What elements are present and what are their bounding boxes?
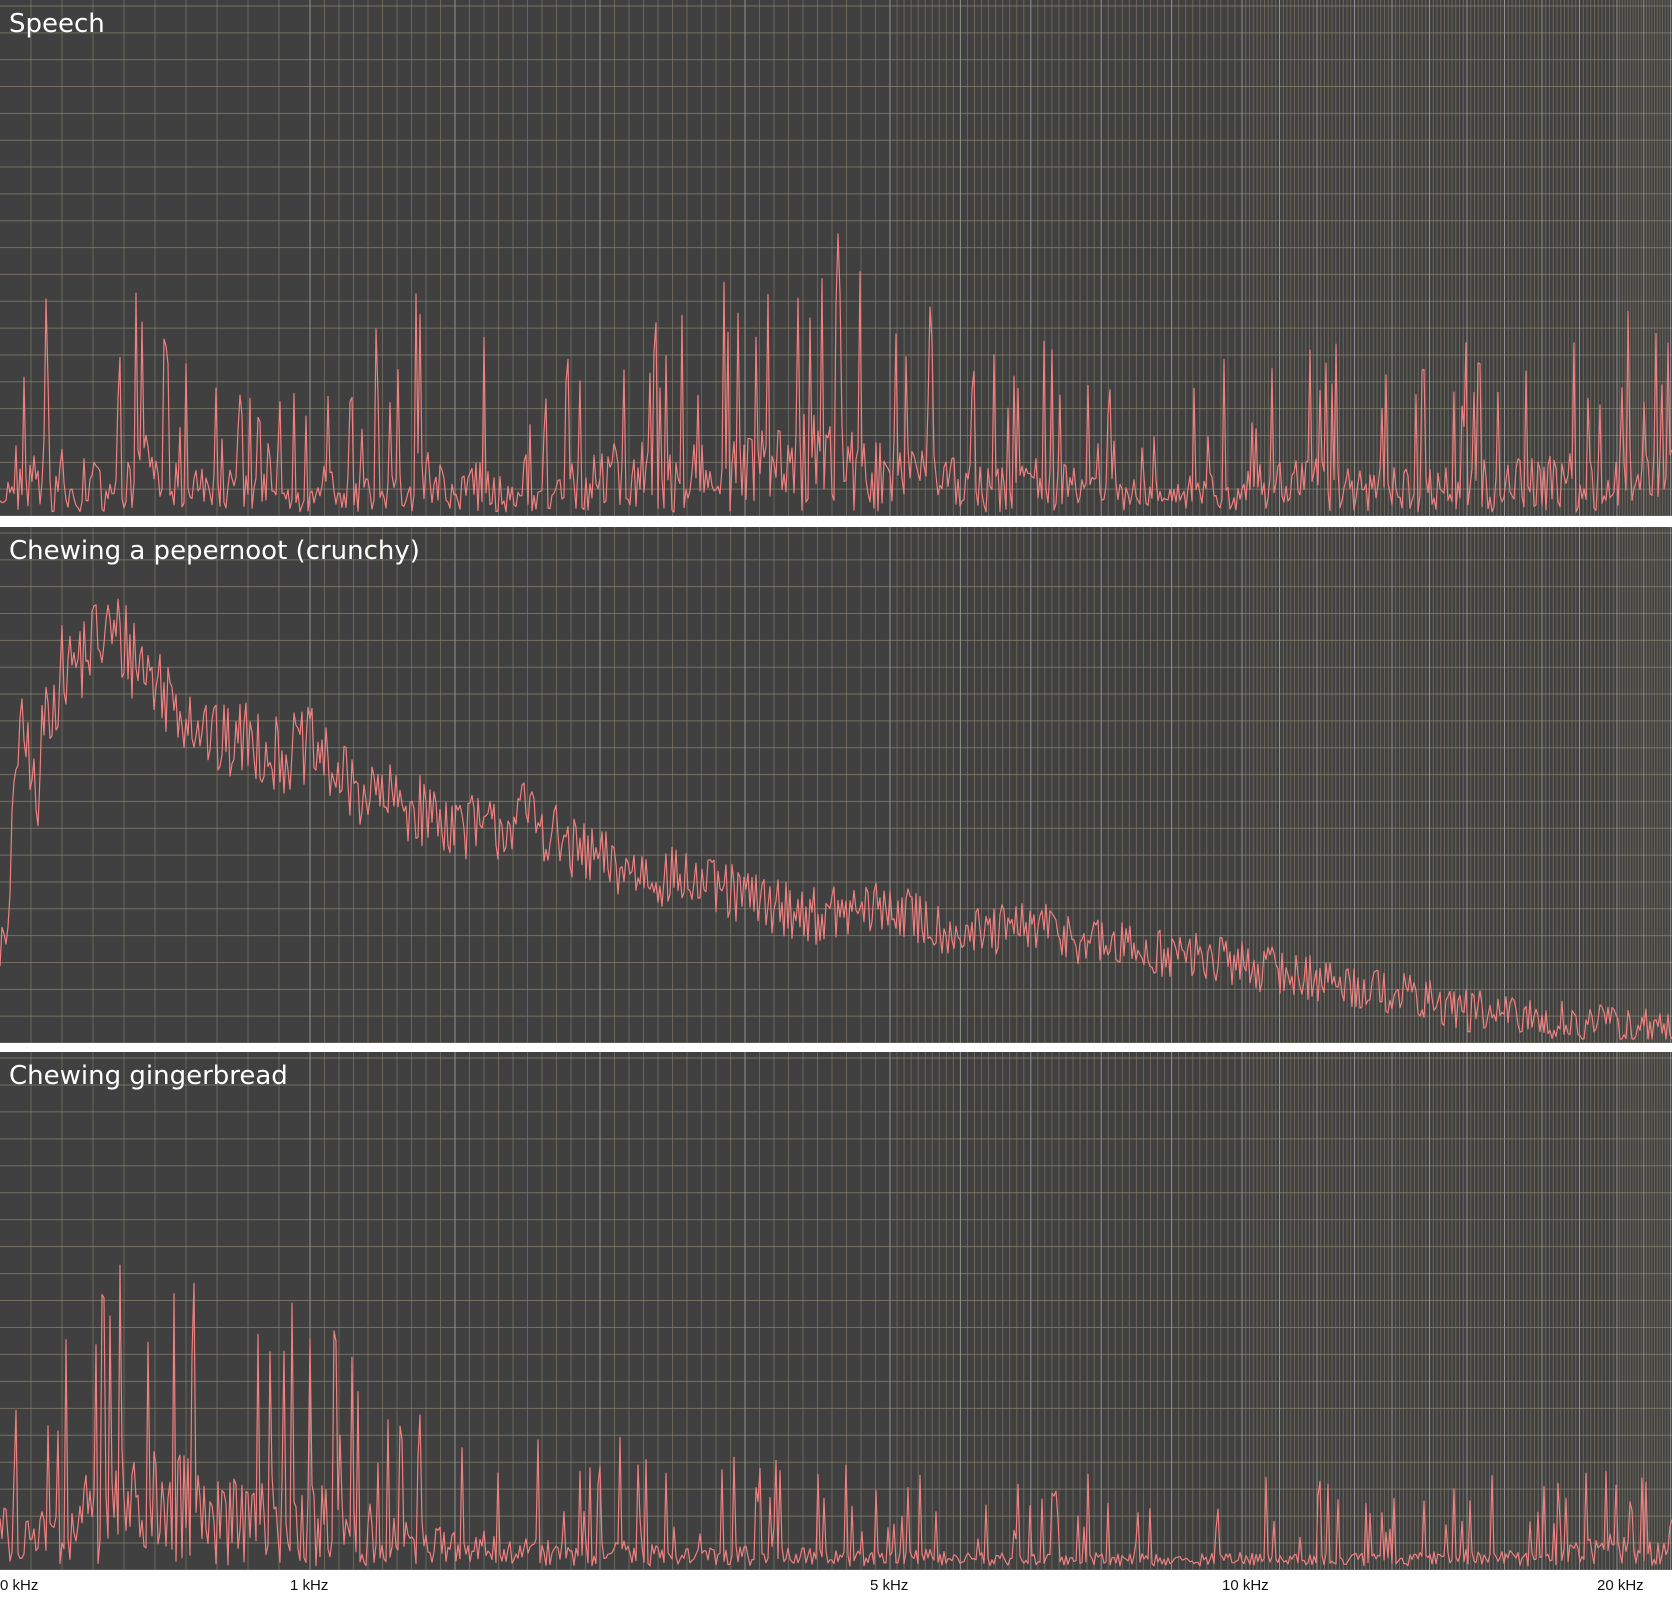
x-tick-label: 1 kHz [290,1577,329,1594]
panel-pepernoot: Chewing a pepernoot (crunchy) [0,527,1672,1043]
speech-plot [0,0,1672,516]
x-tick-label: 20 kHz [1597,1577,1644,1594]
panel-title-gingerbread: Chewing gingerbread [9,1061,288,1091]
panel-title-pepernoot: Chewing a pepernoot (crunchy) [9,536,420,566]
spectrum-series-line [0,1264,1672,1567]
panel-gingerbread: Chewing gingerbread [0,1052,1672,1570]
panel-speech: Speech [0,0,1672,516]
panel-title-speech: Speech [9,9,105,39]
x-tick-label: 5 kHz [870,1577,909,1594]
x-tick-label: 0 kHz [0,1577,39,1594]
gingerbread-plot [0,1052,1672,1570]
pepernoot-plot [0,527,1672,1043]
x-axis: 0 kHz 1 kHz 5 kHz 10 kHz 20 kHz [0,1570,1672,1599]
grid [0,1052,1672,1570]
grid [0,527,1672,1043]
spectrum-series-line [0,598,1672,1040]
x-tick-label: 10 kHz [1222,1577,1269,1594]
spectrum-series-line [0,233,1672,513]
